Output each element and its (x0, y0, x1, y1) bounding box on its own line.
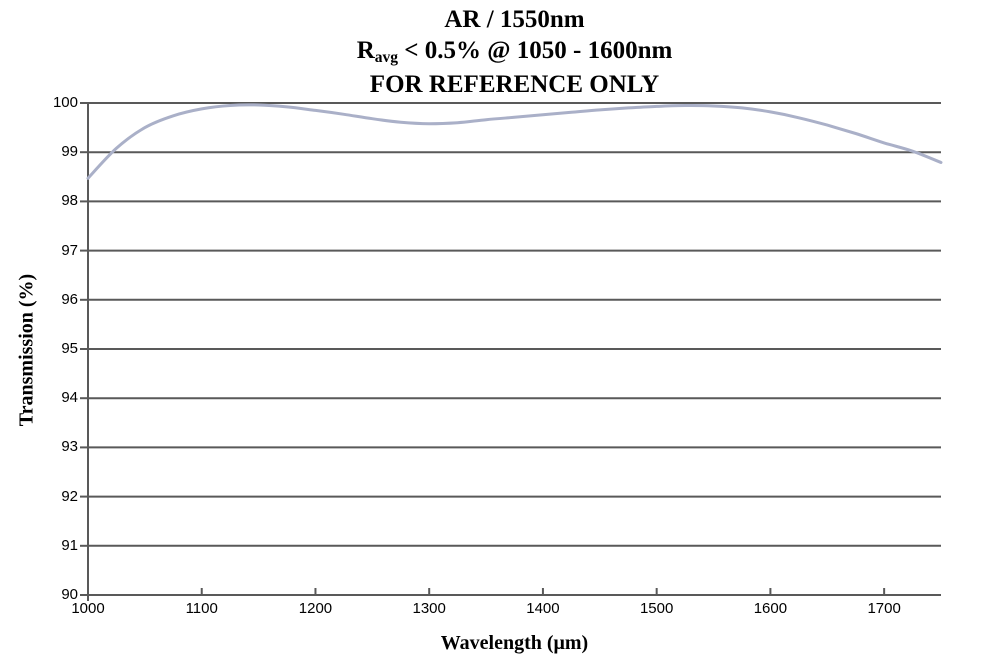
x-tick-label: 1100 (185, 600, 218, 617)
y-tick-label: 100 (52, 94, 78, 111)
y-tick-label: 97 (61, 241, 78, 259)
x-tick-label: 1500 (639, 600, 674, 617)
y-tick-label: 90 (61, 586, 78, 603)
x-tick-label: 1600 (753, 600, 788, 617)
y-tick-label: 92 (61, 487, 78, 505)
y-tick-label: 96 (61, 290, 78, 308)
chart-title-line-3: FOR REFERENCE ONLY (369, 71, 660, 98)
spec-symbol-subscript: avg (374, 48, 398, 66)
y-tick-label: 99 (61, 143, 78, 161)
y-axis-title: Transmission (%) (15, 273, 38, 427)
chart-title-line-1: AR / 1550nm (444, 6, 585, 33)
transmission-curve (86, 103, 943, 180)
y-tick-label: 91 (61, 536, 78, 554)
x-tick-label: 1300 (412, 600, 446, 617)
chart-title-line-2: Ravg < 0.5% @ 1050 - 1600nm (88, 35, 941, 69)
chart-title: AR / 1550nm Ravg < 0.5% @ 1050 - 1600nm … (88, 4, 941, 100)
y-tick-label: 93 (61, 438, 78, 456)
y-tick-label: 94 (61, 389, 78, 407)
x-axis-title: Wavelength (μm) (440, 632, 589, 654)
y-tick-label: 95 (61, 340, 78, 357)
x-tick-label: 1200 (298, 600, 333, 617)
spec-symbol: R (356, 37, 375, 64)
spec-value: < 0.5% @ 1050 - 1600nm (398, 37, 673, 64)
x-tick-label: 1400 (526, 600, 560, 617)
x-tick-label: 1700 (867, 600, 901, 617)
x-tick-label: 1000 (71, 600, 105, 617)
y-tick-label: 98 (61, 192, 78, 210)
